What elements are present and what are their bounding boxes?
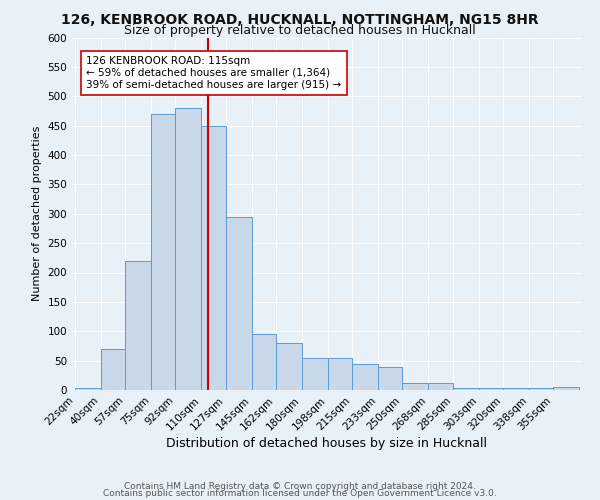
Bar <box>453 388 479 390</box>
Bar <box>151 114 175 390</box>
Bar <box>352 364 378 390</box>
Bar <box>251 334 276 390</box>
Text: Contains HM Land Registry data © Crown copyright and database right 2024.: Contains HM Land Registry data © Crown c… <box>124 482 476 491</box>
Bar <box>302 358 328 390</box>
Bar <box>403 383 428 390</box>
Bar <box>101 349 125 390</box>
X-axis label: Distribution of detached houses by size in Hucknall: Distribution of detached houses by size … <box>167 438 487 450</box>
Text: Contains public sector information licensed under the Open Government Licence v3: Contains public sector information licen… <box>103 490 497 498</box>
Bar <box>378 366 403 390</box>
Bar <box>75 388 101 390</box>
Text: 126 KENBROOK ROAD: 115sqm
← 59% of detached houses are smaller (1,364)
39% of se: 126 KENBROOK ROAD: 115sqm ← 59% of detac… <box>86 56 341 90</box>
Y-axis label: Number of detached properties: Number of detached properties <box>32 126 42 302</box>
Text: Size of property relative to detached houses in Hucknall: Size of property relative to detached ho… <box>124 24 476 37</box>
Bar <box>553 387 579 390</box>
Bar <box>479 388 503 390</box>
Bar <box>529 388 553 390</box>
Bar <box>328 358 352 390</box>
Bar <box>175 108 201 390</box>
Bar <box>428 383 453 390</box>
Bar <box>125 261 151 390</box>
Bar <box>226 216 251 390</box>
Bar <box>201 126 226 390</box>
Bar <box>503 388 529 390</box>
Text: 126, KENBROOK ROAD, HUCKNALL, NOTTINGHAM, NG15 8HR: 126, KENBROOK ROAD, HUCKNALL, NOTTINGHAM… <box>61 12 539 26</box>
Bar <box>276 343 302 390</box>
